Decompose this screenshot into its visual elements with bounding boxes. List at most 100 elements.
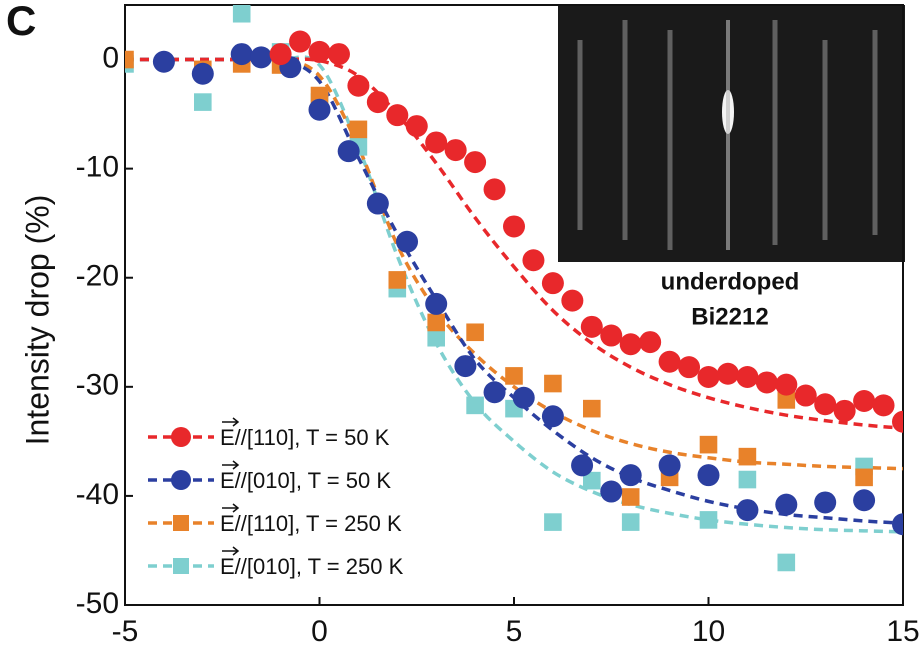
x-tick-label: 5	[506, 615, 523, 648]
data-point	[600, 481, 622, 503]
data-point	[289, 31, 311, 53]
data-point	[505, 367, 523, 385]
legend-marker	[171, 470, 191, 490]
annotation: Bi2212	[691, 303, 768, 330]
inset-image	[558, 5, 905, 262]
y-axis-label: Intensity drop (%)	[19, 195, 55, 446]
data-point	[464, 151, 486, 173]
data-point	[778, 554, 796, 572]
data-point	[386, 104, 408, 126]
data-point	[427, 314, 445, 332]
data-point	[775, 494, 797, 516]
legend-marker	[171, 427, 191, 447]
data-point	[698, 464, 720, 486]
data-point	[736, 499, 758, 521]
data-point	[542, 272, 564, 294]
data-point	[454, 355, 476, 377]
data-point	[328, 43, 350, 65]
data-point	[367, 193, 389, 215]
y-tick-label: -20	[76, 260, 119, 293]
data-point	[544, 513, 562, 531]
data-point	[466, 397, 484, 415]
y-tick-label: -30	[76, 369, 119, 402]
data-point	[873, 394, 895, 416]
data-point	[270, 43, 292, 65]
data-point	[639, 331, 661, 353]
data-point	[250, 46, 272, 68]
data-point	[425, 293, 447, 315]
data-point	[756, 371, 778, 393]
data-point	[544, 375, 562, 393]
data-point	[739, 448, 757, 466]
data-point	[892, 513, 914, 535]
data-point	[814, 491, 836, 513]
data-point	[466, 323, 484, 341]
x-tick-label: 15	[886, 615, 919, 648]
data-point	[700, 436, 718, 454]
data-point	[853, 390, 875, 412]
data-point	[600, 325, 622, 347]
data-point	[522, 249, 544, 271]
data-point	[445, 139, 467, 161]
data-point	[678, 356, 700, 378]
legend-label: E//[010], T = 250 K	[220, 554, 404, 579]
data-point	[814, 393, 836, 415]
data-point	[834, 400, 856, 422]
data-point	[581, 316, 603, 338]
data-point	[347, 75, 369, 97]
data-point	[367, 91, 389, 113]
data-point	[425, 131, 447, 153]
data-point	[853, 489, 875, 511]
legend-label: E//[010], T = 50 K	[220, 468, 391, 493]
data-point	[513, 387, 535, 409]
data-point	[620, 333, 642, 355]
data-point	[892, 411, 914, 433]
data-point	[571, 454, 593, 476]
data-point	[561, 290, 583, 312]
data-point	[484, 178, 506, 200]
data-point	[855, 469, 873, 487]
data-point	[503, 215, 525, 237]
data-point	[309, 41, 331, 63]
data-point	[194, 93, 212, 111]
data-point	[583, 400, 601, 418]
y-tick-label: -40	[76, 478, 119, 511]
legend-marker	[173, 558, 189, 574]
data-point	[739, 471, 757, 489]
data-point	[153, 51, 175, 73]
y-tick-label: 0	[102, 41, 119, 74]
data-point	[795, 385, 817, 407]
data-point	[622, 488, 640, 506]
data-point	[775, 374, 797, 396]
panel-label: C	[6, 0, 36, 44]
data-point	[659, 351, 681, 373]
y-tick-label: -10	[76, 151, 119, 184]
data-point	[484, 381, 506, 403]
data-point	[659, 454, 681, 476]
data-point	[309, 99, 331, 121]
chart: underdoped Bi2212 C Intensity drop (%) -…	[0, 0, 922, 649]
y-tick-label: -50	[76, 587, 119, 620]
data-point	[192, 63, 214, 85]
data-point	[717, 363, 739, 385]
data-point	[231, 43, 253, 65]
annotation: underdoped	[661, 268, 800, 295]
legend-marker	[173, 515, 189, 531]
x-tick-label: 10	[692, 615, 725, 648]
data-point	[736, 366, 758, 388]
data-point	[698, 366, 720, 388]
data-point	[427, 329, 445, 347]
data-point	[542, 405, 564, 427]
data-point	[233, 5, 251, 23]
data-point	[622, 513, 640, 531]
data-point	[338, 140, 360, 162]
legend-label: E//[110], T = 250 K	[220, 511, 402, 536]
legend-label: E//[110], T = 50 K	[220, 425, 390, 450]
data-point	[389, 271, 407, 289]
data-point	[700, 511, 718, 529]
data-point	[620, 464, 642, 486]
data-point	[396, 231, 418, 253]
data-point	[406, 115, 428, 137]
data-point	[350, 121, 368, 139]
x-tick-label: 0	[311, 615, 328, 648]
